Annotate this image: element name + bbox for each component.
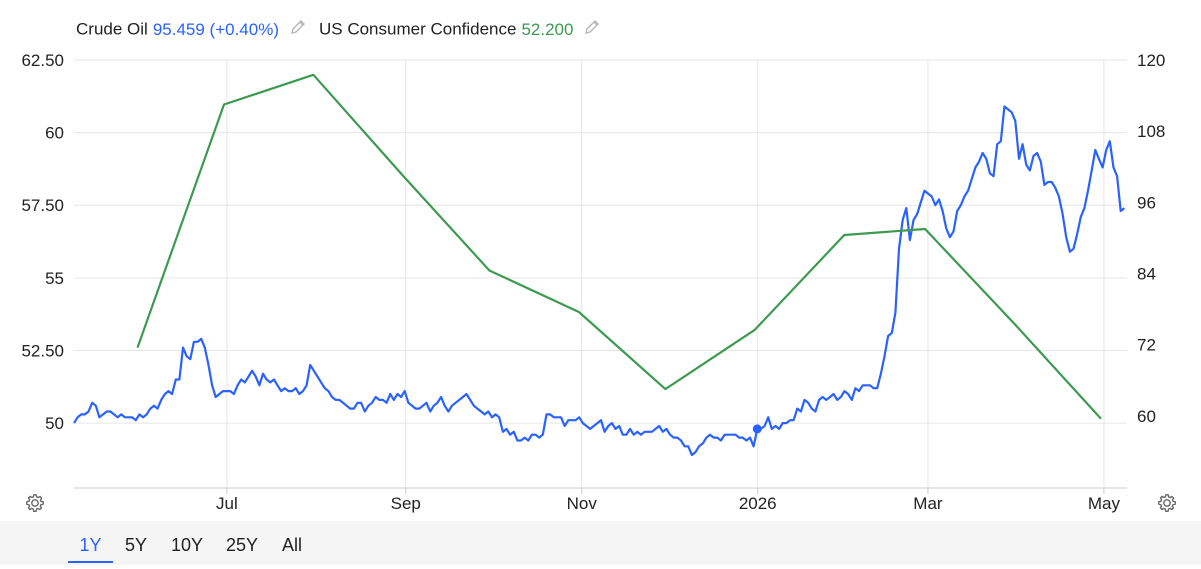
legend-confidence-value: 52.200 (521, 19, 574, 39)
crude-oil-line (73, 105, 1126, 457)
right-tick-label: 84 (1137, 265, 1156, 284)
left-tick-label: 52.50 (21, 341, 64, 360)
left-axis: 62.50 60 57.50 55 52.50 50 (21, 51, 64, 433)
right-axis: 120 108 96 84 72 60 (1137, 51, 1165, 426)
right-tick-label: 96 (1137, 193, 1156, 212)
range-button-all[interactable]: All (281, 535, 302, 555)
x-tick-label: Sep (391, 494, 421, 513)
right-tick-label: 60 (1137, 407, 1156, 426)
grid-lines (74, 59, 1127, 487)
range-button-1y[interactable]: 1Y (68, 521, 113, 563)
pencil-icon[interactable] (289, 18, 307, 41)
left-tick-label: 50 (45, 414, 64, 433)
legend-confidence-name: US Consumer Confidence (318, 19, 517, 39)
left-tick-label: 60 (45, 124, 64, 143)
left-tick-label: 62.50 (21, 51, 64, 70)
series-layer (73, 73, 1126, 457)
chart-canvas: 62.50 60 57.50 55 52.50 50 120 108 96 84 72 60 Jul… (21, 51, 1165, 513)
x-axis: Jul Sep Nov 2026 Mar May (216, 488, 1120, 513)
right-tick-label: 72 (1137, 336, 1156, 355)
range-button-10y[interactable]: 10Y (170, 535, 204, 555)
legend-crude-value: 95.459 (+0.40%) (152, 19, 279, 39)
right-tick-label: 120 (1137, 51, 1165, 70)
legend-crude-name: Crude Oil (76, 19, 148, 39)
x-tick-label: May (1088, 494, 1121, 513)
range-button-5y[interactable]: 5Y (124, 535, 148, 555)
x-tick-label: Mar (913, 494, 943, 513)
range-button-25y[interactable]: 25Y (225, 535, 259, 555)
left-tick-label: 55 (45, 269, 64, 288)
x-tick-label: 2026 (739, 494, 777, 513)
pencil-icon[interactable] (583, 18, 601, 41)
left-tick-label: 57.50 (21, 196, 64, 215)
x-tick-label: Nov (567, 494, 598, 513)
left-settings-gear-icon[interactable] (24, 492, 46, 519)
consumer-confidence-line (136, 73, 1102, 420)
x-tick-label: Jul (216, 494, 238, 513)
chart-legend: Crude Oil 95.459 (+0.40%) US Consumer Conf… (76, 18, 613, 41)
range-selector-bar: 1Y 5Y 10Y 25Y All (0, 521, 1201, 565)
right-settings-gear-icon[interactable] (1156, 492, 1178, 519)
right-tick-label: 108 (1137, 122, 1165, 141)
crude-oil-marker (752, 424, 762, 434)
